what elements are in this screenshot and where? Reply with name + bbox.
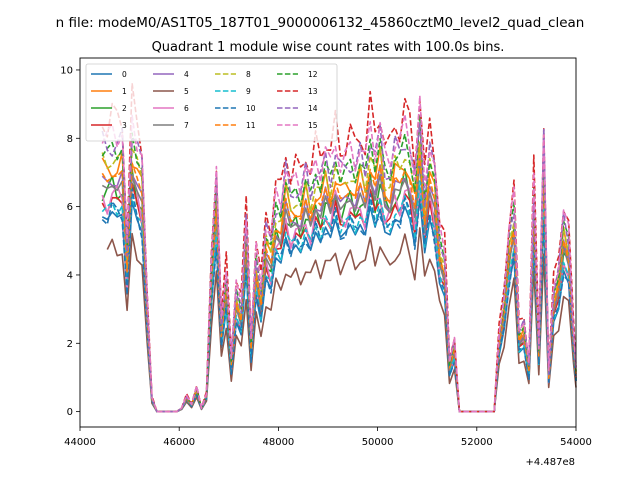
legend-label-7: 7 [184,121,189,130]
legend-label-11: 11 [246,121,256,130]
legend-label-6: 6 [184,104,189,113]
legend-label-13: 13 [308,87,318,96]
legend-label-4: 4 [184,70,189,79]
y-tick-label: 8 [67,134,73,145]
y-tick-label: 4 [67,271,73,282]
legend-label-3: 3 [122,121,127,130]
x-tick-label: 46000 [163,437,195,448]
y-axis: 0 2 4 6 8 10 [60,66,80,418]
legend-label-8: 8 [246,70,251,79]
legend-label-10: 10 [246,104,256,113]
x-tick-label: 52000 [461,437,493,448]
y-tick-label: 2 [67,339,73,350]
legend-label-14: 14 [308,104,318,113]
series-line-15 [101,95,577,413]
x-tick-label: 54000 [560,437,592,448]
x-axis: 44000 46000 48000 50000 52000 54000 [64,427,592,448]
legend-label-0: 0 [122,70,127,79]
series-line-8 [101,141,577,413]
chart-title: Quadrant 1 module wise count rates with … [152,40,505,55]
legend-label-12: 12 [308,70,318,79]
legend-label-9: 9 [246,87,251,96]
x-tick-label: 50000 [362,437,394,448]
legend-label-2: 2 [122,104,127,113]
x-tick-label: 44000 [64,437,96,448]
axes-frame [79,57,577,428]
plot-area [101,82,577,413]
y-tick-label: 6 [67,202,73,213]
x-offset-label: +4.487e8 [525,457,575,468]
x-tick-label: 48000 [262,437,294,448]
series-line-5 [106,227,577,413]
legend-label-5: 5 [184,87,189,96]
y-tick-label: 10 [60,66,73,77]
figure-suptitle: n file: modeM0/AS1T05_187T01_9000006132_… [56,15,585,31]
legend-label-15: 15 [308,121,318,130]
y-tick-label: 0 [67,407,73,418]
legend-box [85,63,338,142]
legend-label-1: 1 [122,87,127,96]
